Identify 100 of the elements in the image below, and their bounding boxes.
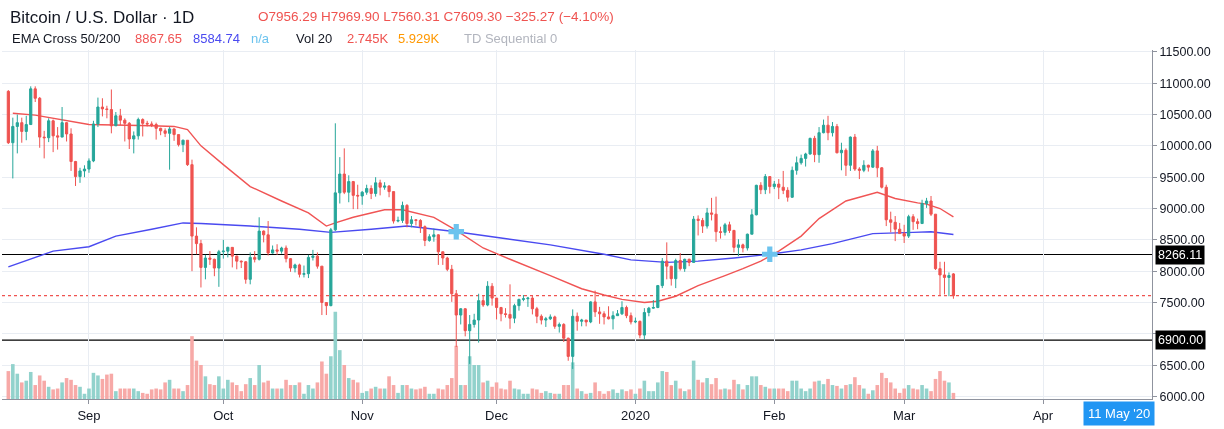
candlestick [544,316,548,328]
bar [181,391,185,399]
bar [575,388,579,399]
bar [705,378,709,399]
bar [888,382,893,399]
candlestick [678,252,682,272]
candlestick [759,181,763,195]
bar [78,386,82,399]
bar [266,380,270,399]
candlestick [405,203,409,228]
candlestick [154,122,158,141]
bar [490,386,494,399]
candlestick [297,263,302,278]
candlestick [633,317,638,324]
candlestick [306,254,311,279]
candlestick [692,215,696,263]
bar [320,361,324,399]
candlestick [557,322,561,334]
text: 5.929K [398,31,440,46]
bar [51,389,55,399]
bar [432,393,436,399]
candlestick [602,310,606,325]
bar [561,385,566,399]
bar [808,388,812,399]
candlestick [620,300,624,316]
candlestick [871,148,875,169]
candlestick [911,213,915,231]
y-tick-label: 8500.00 [1159,233,1205,248]
bar [853,377,857,399]
candlestick [181,139,185,153]
bar [463,385,467,399]
candlestick [741,243,745,253]
bar [127,388,132,399]
line-series [7,222,955,268]
candlestick [835,123,839,154]
candlestick [369,184,373,200]
x-tick-label: Oct [213,407,234,423]
x-tick-label: 2020 [620,407,650,423]
text: n/a [251,31,270,46]
y-tick-label: 10500.00 [1159,107,1212,122]
candlestick [866,164,870,173]
candlestick [60,106,64,138]
bar [96,375,100,399]
bar [570,362,575,399]
bar [817,380,821,399]
bar [311,388,315,399]
candlestick [907,214,911,239]
bar [28,371,33,399]
bar [772,388,777,399]
bar [275,388,279,399]
candlestick [51,119,55,153]
candlestick [589,300,593,324]
bar [217,376,221,399]
candlestick [141,117,145,137]
bar [629,389,633,399]
text: EMA Cross 50/200 [12,31,121,46]
bar [826,378,830,399]
y-tick-label: 8000.00 [1159,264,1205,279]
bar [190,336,194,399]
candlestick [382,181,387,191]
candlestick [611,310,615,330]
bar [790,380,794,399]
bar [938,371,942,399]
candlestick [705,207,709,230]
y-tick-label: 6500.00 [1159,358,1205,373]
bar [517,389,521,399]
chart-title: Bitcoin / U.S. Dollar · 1D [10,7,195,27]
candlestick [768,176,772,194]
y-tick-label: 10000.00 [1159,139,1212,154]
bar [696,379,700,399]
candlestick [378,179,382,196]
candlestick [723,222,727,236]
bar [360,392,364,399]
bar [620,389,624,399]
text: 8867.65 [135,31,182,46]
bar [714,378,718,399]
candlestick [553,315,557,330]
bar [346,378,351,399]
candlestick [409,215,414,228]
bar [862,388,866,399]
candlestick [736,238,741,257]
candlestick [674,258,678,289]
bar [105,374,109,399]
bar [602,393,606,399]
candlestick [638,320,642,339]
candlestick [763,173,767,195]
bar [508,380,512,399]
bar [638,388,642,399]
bar [351,379,356,399]
candlestick [279,246,284,255]
candlestick [844,147,848,177]
candlestick [584,319,588,327]
bar [723,388,727,399]
bar [226,379,230,399]
x-tick-label: Dec [485,407,509,423]
candlestick [351,180,355,210]
candlestick [580,318,584,327]
candlestick [248,251,252,285]
bar [920,385,924,399]
bar [234,385,239,399]
